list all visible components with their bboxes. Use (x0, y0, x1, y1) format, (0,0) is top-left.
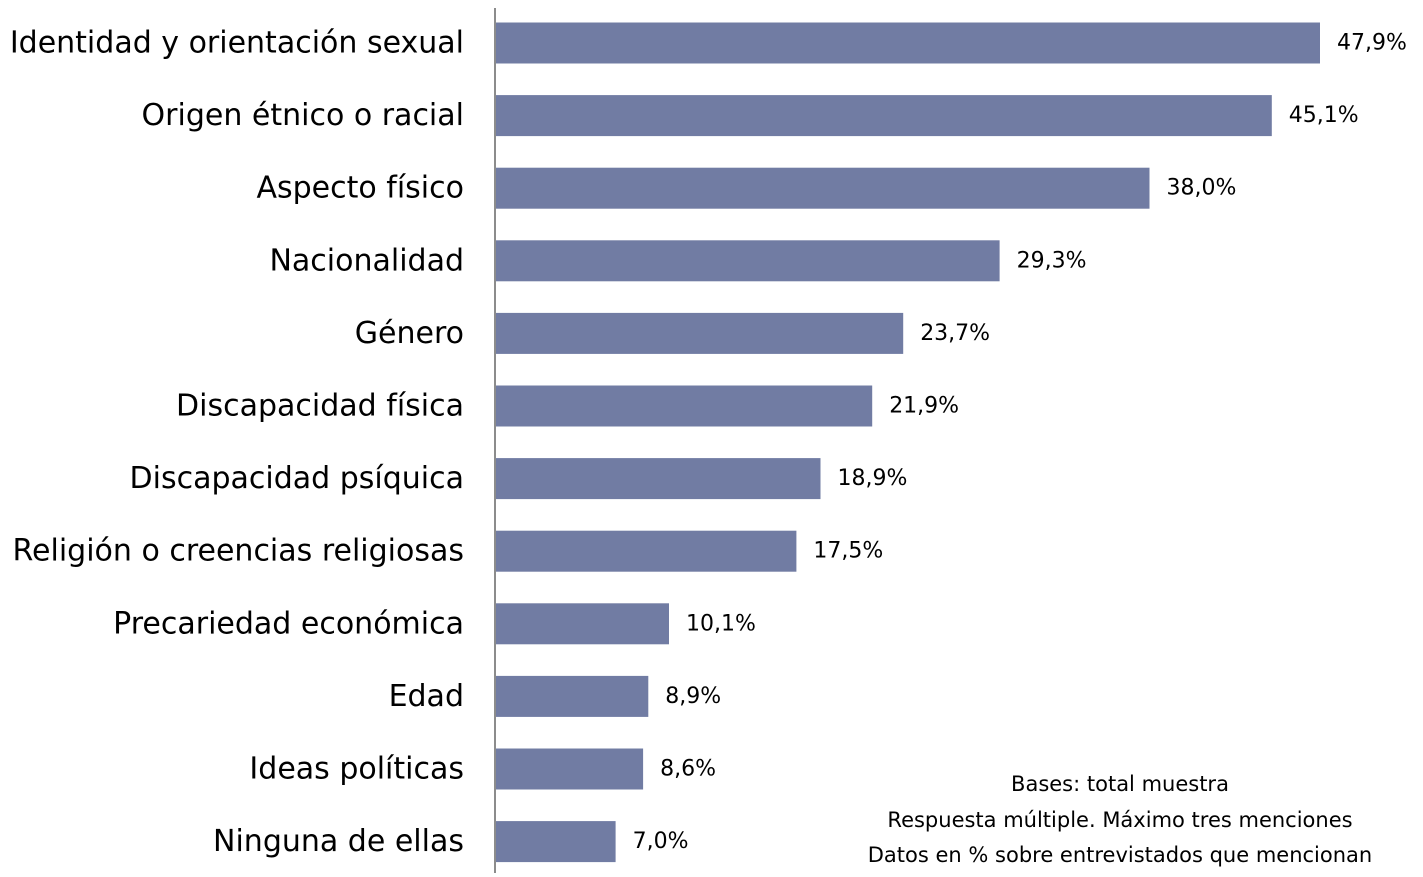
value-label: 17,5% (813, 539, 883, 564)
value-label: 29,3% (1017, 248, 1087, 273)
value-label: 8,9% (665, 684, 721, 709)
bar (495, 167, 1150, 209)
category-label: Género (355, 316, 464, 351)
bar (495, 530, 797, 572)
value-label: 10,1% (686, 611, 756, 636)
category-label: Discapacidad física (176, 389, 464, 424)
note-bases: Bases: total muestra (1011, 772, 1229, 796)
bar (495, 603, 669, 645)
category-label: Discapacidad psíquica (130, 461, 464, 496)
bar (495, 675, 649, 717)
category-label: Religión o creencias religiosas (13, 534, 464, 569)
value-label: 45,1% (1289, 103, 1359, 128)
note-data-percent: Datos en % sobre entrevistados que menci… (867, 843, 1373, 867)
value-label: 21,9% (889, 394, 959, 419)
bar (495, 95, 1272, 137)
category-label: Precariedad económica (113, 606, 464, 641)
bar (495, 240, 1000, 282)
bar (495, 458, 821, 500)
category-label: Identidad y orientación sexual (10, 26, 464, 61)
value-label: 47,9% (1337, 31, 1407, 56)
bar (495, 312, 904, 354)
bar (495, 821, 616, 863)
category-label: Edad (389, 679, 464, 714)
category-label: Ideas políticas (249, 752, 464, 787)
category-label: Ninguna de ellas (213, 824, 464, 859)
bar (495, 385, 873, 427)
value-label: 18,9% (838, 466, 908, 491)
value-label: 23,7% (920, 321, 990, 346)
note-multiple-response: Respuesta múltiple. Máximo tres mencione… (887, 808, 1353, 832)
value-label: 7,0% (633, 829, 689, 854)
category-label: Nacionalidad (269, 243, 464, 278)
category-label: Origen étnico o racial (142, 98, 464, 133)
bar (495, 748, 644, 790)
value-label: 38,0% (1167, 176, 1237, 201)
bar (495, 22, 1320, 64)
value-label: 8,6% (660, 757, 716, 782)
category-label: Aspecto físico (256, 171, 464, 206)
